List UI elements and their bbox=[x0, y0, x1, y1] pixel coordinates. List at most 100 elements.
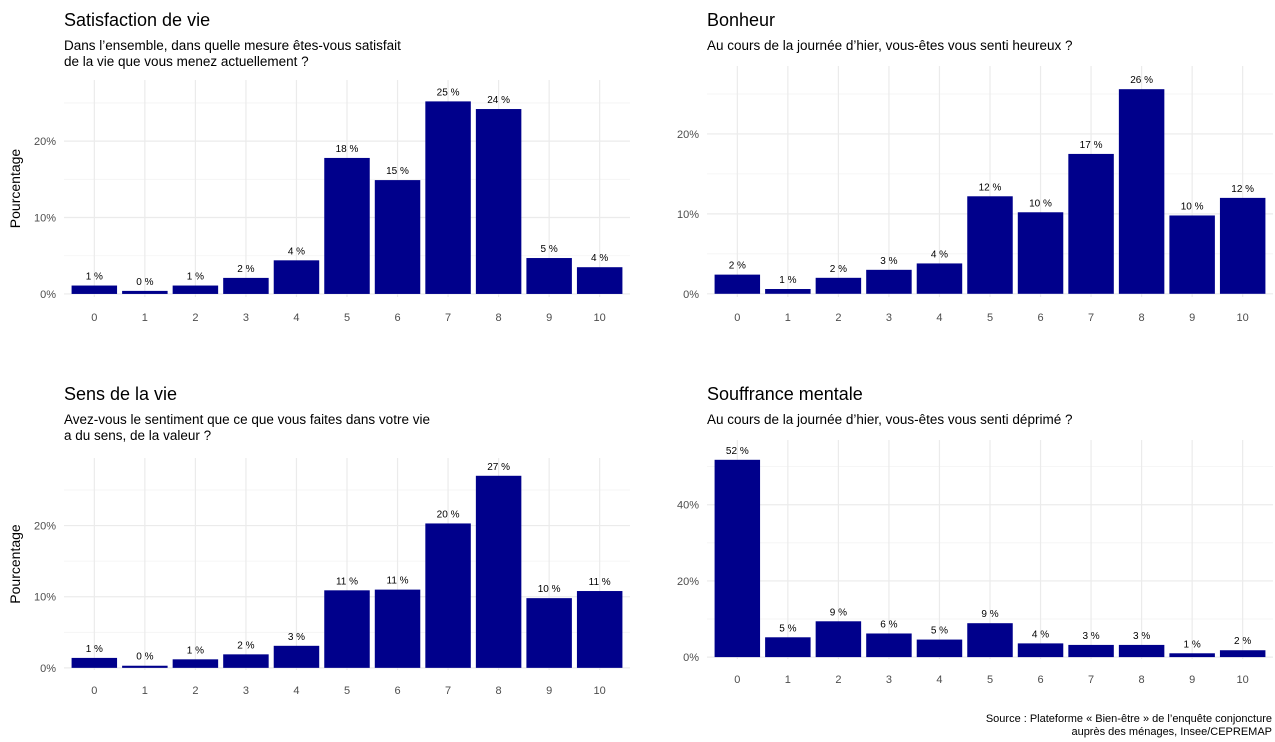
x-tick-label: 4 bbox=[936, 312, 942, 324]
x-tick-label: 5 bbox=[987, 674, 993, 686]
x-tick-label: 3 bbox=[886, 312, 892, 324]
y-tick-label: 10% bbox=[677, 209, 699, 221]
y-axis-title: Pourcentage bbox=[7, 149, 23, 229]
bar-value-label: 1 % bbox=[779, 275, 796, 286]
x-tick-label: 7 bbox=[1088, 674, 1094, 686]
chart-panel-3: 0% 10% 20% 0 1 2 3 4 5 6 7 8 9 10 1 % 0 % 1 % 2 % 3 % 11 % 1… bbox=[7, 384, 630, 697]
x-tick-label: 6 bbox=[394, 685, 400, 697]
bar bbox=[1017, 643, 1064, 658]
bar-value-label: 4 % bbox=[591, 253, 608, 264]
x-tick-label: 6 bbox=[394, 312, 400, 324]
x-tick-label: 1 bbox=[785, 312, 791, 324]
bar bbox=[967, 196, 1013, 294]
bar bbox=[1169, 653, 1215, 658]
bar bbox=[172, 285, 219, 294]
bar-value-label: 4 % bbox=[931, 249, 948, 260]
bar-value-label: 3 % bbox=[1082, 631, 1099, 642]
x-tick-label: 3 bbox=[886, 674, 892, 686]
bar-value-label: 5 % bbox=[931, 626, 948, 637]
x-tick-label: 0 bbox=[734, 312, 740, 324]
bar-value-label: 9 % bbox=[830, 607, 847, 618]
bar-value-label: 26 % bbox=[1130, 75, 1153, 86]
bar-value-label: 2 % bbox=[237, 640, 254, 651]
bar-value-label: 3 % bbox=[288, 632, 305, 643]
bar bbox=[223, 654, 269, 668]
bar-value-label: 0 % bbox=[136, 277, 153, 288]
bar-value-label: 6 % bbox=[880, 619, 897, 630]
bar bbox=[273, 260, 320, 294]
x-tick-label: 8 bbox=[496, 685, 502, 697]
bar bbox=[324, 590, 370, 668]
y-tick-label: 0% bbox=[683, 652, 699, 664]
x-tick-label: 8 bbox=[496, 312, 502, 324]
y-tick-label: 20% bbox=[34, 521, 56, 533]
bar bbox=[967, 623, 1013, 658]
x-tick-label: 9 bbox=[1189, 674, 1195, 686]
bar bbox=[1068, 153, 1114, 294]
x-tick-label: 8 bbox=[1139, 674, 1145, 686]
x-tick-label: 0 bbox=[91, 685, 97, 697]
bar-value-label: 4 % bbox=[288, 246, 305, 257]
bar-value-label: 1 % bbox=[187, 272, 204, 283]
bar bbox=[71, 285, 118, 294]
bar-value-label: 1 % bbox=[86, 272, 103, 283]
bar-value-label: 9 % bbox=[981, 609, 998, 620]
chart-subtitle-line: de la vie que vous menez actuellement ? bbox=[64, 54, 309, 69]
bar-value-label: 4 % bbox=[1032, 629, 1049, 640]
bar bbox=[765, 289, 811, 294]
bar bbox=[815, 621, 862, 658]
bar-value-label: 2 % bbox=[237, 264, 254, 275]
bar bbox=[1017, 212, 1064, 294]
bar bbox=[916, 263, 963, 294]
bar-value-label: 52 % bbox=[726, 446, 749, 457]
bar-value-label: 3 % bbox=[1133, 631, 1150, 642]
bar-value-label: 12 % bbox=[979, 182, 1002, 193]
chart-title: Satisfaction de vie bbox=[64, 10, 210, 30]
y-tick-label: 0% bbox=[40, 663, 56, 675]
bar bbox=[1118, 644, 1165, 658]
bar bbox=[576, 267, 623, 294]
source-caption: Source : Plateforme « Bien-être » de l’e… bbox=[986, 713, 1272, 739]
bar bbox=[1169, 215, 1215, 294]
x-tick-label: 10 bbox=[594, 685, 606, 697]
x-tick-label: 6 bbox=[1037, 312, 1043, 324]
bar-value-label: 2 % bbox=[830, 264, 847, 275]
bar-value-label: 25 % bbox=[437, 87, 460, 98]
bar bbox=[526, 598, 572, 668]
bar bbox=[425, 523, 471, 668]
bar bbox=[223, 277, 269, 294]
bar-value-label: 11 % bbox=[387, 576, 409, 587]
y-tick-label: 0% bbox=[683, 289, 699, 301]
x-tick-label: 5 bbox=[344, 685, 350, 697]
chart-panel-4: 0% 20% 40% 0 1 2 3 4 5 6 7 8 9 10 52 % 5 % 9 % 6 % 5 % 9 % 4… bbox=[677, 384, 1273, 686]
x-tick-label: 5 bbox=[344, 312, 350, 324]
x-tick-label: 4 bbox=[293, 685, 299, 697]
y-tick-label: 10% bbox=[34, 213, 56, 225]
chart-subtitle-line: Au cours de la journée d’hier, vous-êtes… bbox=[707, 412, 1072, 427]
y-tick-label: 40% bbox=[677, 500, 699, 512]
x-tick-label: 4 bbox=[936, 674, 942, 686]
bar-value-label: 17 % bbox=[1080, 140, 1103, 151]
y-tick-label: 0% bbox=[40, 289, 56, 301]
bar bbox=[122, 665, 168, 668]
chart-subtitle-line: Avez-vous le sentiment que ce que vous f… bbox=[64, 412, 430, 427]
bar-value-label: 5 % bbox=[779, 623, 796, 634]
bar bbox=[273, 645, 320, 668]
bar-value-label: 1 % bbox=[1184, 639, 1201, 650]
chart-subtitle-line: a du sens, de la valeur ? bbox=[64, 428, 211, 443]
bar bbox=[526, 258, 572, 294]
bar bbox=[866, 633, 912, 658]
bar bbox=[324, 157, 370, 294]
x-tick-label: 6 bbox=[1037, 674, 1043, 686]
bar bbox=[1068, 644, 1114, 658]
bar bbox=[1219, 650, 1266, 658]
chart-title: Bonheur bbox=[707, 10, 775, 30]
bar-value-label: 10 % bbox=[1181, 201, 1204, 212]
bar bbox=[1219, 197, 1266, 294]
x-tick-label: 9 bbox=[546, 685, 552, 697]
x-tick-label: 3 bbox=[243, 312, 249, 324]
bar bbox=[576, 591, 623, 668]
chart-title: Sens de la vie bbox=[64, 384, 177, 404]
bar-value-label: 12 % bbox=[1231, 184, 1254, 195]
